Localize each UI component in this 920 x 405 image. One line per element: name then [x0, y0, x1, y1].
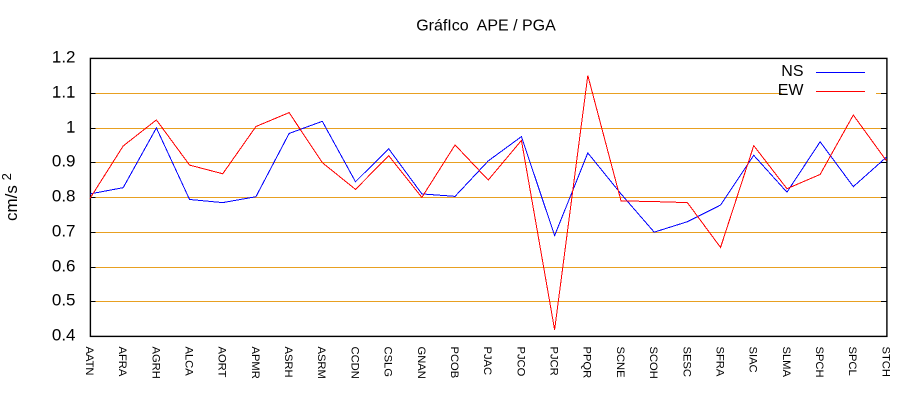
- svg-text:AFRA: AFRA: [116, 347, 128, 377]
- svg-text:SPCL: SPCL: [846, 347, 858, 376]
- svg-text:0.7: 0.7: [52, 222, 76, 241]
- svg-text:SIAC: SIAC: [747, 347, 759, 373]
- svg-text:APMR: APMR: [249, 347, 261, 379]
- svg-text:ASRH: ASRH: [282, 347, 294, 378]
- svg-text:STCH: STCH: [879, 347, 891, 377]
- svg-text:cm/s2: cm/s2: [0, 173, 21, 221]
- svg-text:AGRH: AGRH: [149, 347, 161, 379]
- svg-text:SFRA: SFRA: [713, 347, 725, 377]
- svg-text:PJAC: PJAC: [481, 347, 493, 376]
- svg-text:SCOH: SCOH: [647, 347, 659, 379]
- svg-text:1.1: 1.1: [52, 83, 76, 102]
- svg-text:SCNE: SCNE: [614, 347, 626, 378]
- svg-text:0.8: 0.8: [52, 187, 76, 206]
- svg-text:0.4: 0.4: [52, 326, 76, 345]
- svg-text:SLMA: SLMA: [780, 347, 792, 378]
- svg-text:0.5: 0.5: [52, 291, 76, 310]
- svg-text:PJCR: PJCR: [548, 347, 560, 376]
- svg-text:NS: NS: [781, 63, 803, 80]
- svg-text:SESC: SESC: [680, 347, 692, 377]
- svg-text:1: 1: [66, 118, 75, 137]
- svg-text:0.9: 0.9: [52, 152, 76, 171]
- svg-text:ALCA: ALCA: [182, 347, 194, 377]
- svg-text:GráfIco APE / PGA: GráfIco APE / PGA: [416, 18, 556, 35]
- svg-text:SPCH: SPCH: [813, 347, 825, 378]
- svg-text:0.6: 0.6: [52, 257, 76, 276]
- svg-text:ASRM: ASRM: [315, 347, 327, 379]
- svg-text:PCOB: PCOB: [448, 347, 460, 379]
- svg-text:PPQR: PPQR: [581, 347, 593, 379]
- svg-text:1.2: 1.2: [52, 48, 76, 67]
- svg-text:AATN: AATN: [83, 347, 95, 376]
- svg-text:GNAN: GNAN: [415, 347, 427, 379]
- svg-text:PJCO: PJCO: [514, 347, 526, 377]
- svg-text:AORT: AORT: [216, 347, 228, 378]
- svg-text:CSLG: CSLG: [382, 347, 394, 377]
- svg-text:EW: EW: [778, 82, 805, 99]
- svg-text:CCDN: CCDN: [348, 347, 360, 379]
